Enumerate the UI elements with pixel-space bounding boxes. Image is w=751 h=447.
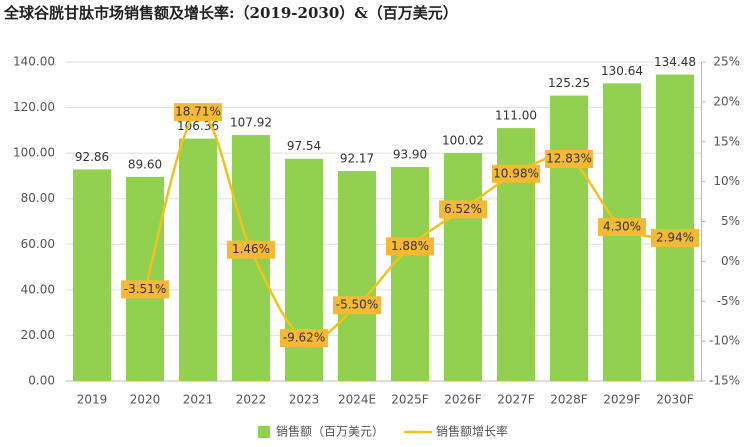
y-tick-label: 0.00	[28, 374, 55, 388]
bar-value-label: 92.17	[340, 151, 374, 165]
y2-tick-label: 20%	[713, 94, 740, 108]
bar-value-label: 107.92	[230, 116, 272, 130]
y-tick-label: 100.00	[13, 146, 55, 160]
x-tick-label: 2020	[130, 393, 161, 407]
bar-value-label: 97.54	[287, 139, 321, 153]
bar	[337, 170, 377, 381]
x-tick-label: 2025F	[391, 393, 429, 407]
line-label-box	[545, 150, 593, 169]
line-value-label: -9.62%	[283, 331, 325, 345]
bar	[125, 176, 165, 381]
bar	[72, 169, 112, 381]
legend-label: 销售额（百万美元）	[276, 424, 384, 439]
line-value-label: 1.46%	[232, 242, 270, 256]
line-label-box	[598, 218, 646, 237]
y-tick-label: 40.00	[21, 282, 55, 296]
line-label-box	[439, 200, 487, 219]
y2-tick-label: -15%	[709, 374, 740, 388]
line-label-box	[227, 240, 275, 259]
chart-title: 全球谷胱甘肽市场销售额及增长率:（2019-2030）&（百万美元）	[3, 4, 458, 22]
line-value-label: -5.50%	[336, 298, 378, 312]
y2-tick-label: 15%	[713, 134, 740, 148]
y2-tick-label: 25%	[713, 55, 740, 69]
x-tick-label: 2026F	[444, 393, 482, 407]
y-tick-label: 140.00	[13, 55, 55, 69]
x-tick-label: 2024E	[338, 393, 376, 407]
line-label-box	[174, 103, 222, 122]
bar	[390, 167, 430, 381]
bar-value-label: 125.25	[548, 76, 590, 90]
line-label-box	[333, 296, 381, 315]
bar	[443, 153, 483, 381]
bar-value-label: 100.02	[442, 134, 484, 148]
x-tick-label: 2027F	[497, 393, 535, 407]
line-value-label: 4.30%	[603, 220, 641, 234]
legend-label: 销售额增长率	[436, 424, 508, 439]
x-tick-label: 2019	[77, 393, 108, 407]
line-value-label: 10.98%	[493, 166, 539, 180]
x-tick-label: 2030F	[656, 393, 694, 407]
y2-tick-label: 0%	[721, 254, 740, 268]
bar	[549, 95, 589, 382]
y-tick-label: 60.00	[21, 237, 55, 251]
bar-value-label: 130.64	[601, 64, 643, 78]
line-label-box	[280, 329, 328, 348]
x-tick-label: 2023	[289, 393, 320, 407]
y-tick-label: 120.00	[13, 100, 55, 114]
x-tick-label: 2021	[183, 393, 214, 407]
line-value-label: 12.83%	[546, 152, 592, 166]
line-value-label: 18.71%	[175, 105, 221, 119]
x-tick-label: 2028F	[550, 393, 588, 407]
bar	[284, 158, 324, 381]
line-label-box	[492, 164, 540, 183]
y2-tick-label: -10%	[709, 334, 740, 348]
x-tick-label: 2029F	[603, 393, 641, 407]
bar	[178, 138, 218, 381]
bar-value-label: 89.60	[128, 157, 162, 171]
line-label-box	[121, 280, 169, 299]
bar	[655, 74, 695, 382]
y2-tick-label: 5%	[721, 214, 740, 228]
x-tick-label: 2022	[236, 393, 267, 407]
bar-value-label: 111.00	[495, 109, 537, 123]
line-label-box	[386, 237, 434, 256]
y-tick-label: 20.00	[21, 328, 55, 342]
line-label-box	[651, 228, 699, 247]
bar-value-label: 92.86	[75, 150, 109, 164]
bar-value-label: 93.90	[393, 148, 427, 162]
y-tick-label: 80.00	[21, 191, 55, 205]
line-value-label: -3.51%	[124, 282, 166, 296]
bar-value-label: 134.48	[654, 55, 696, 69]
line-value-label: 1.88%	[391, 239, 429, 253]
line-value-label: 6.52%	[444, 202, 482, 216]
line-value-label: 2.94%	[656, 230, 694, 244]
y2-tick-label: -5%	[717, 294, 740, 308]
y2-tick-label: 10%	[713, 174, 740, 188]
legend-swatch	[258, 426, 270, 438]
